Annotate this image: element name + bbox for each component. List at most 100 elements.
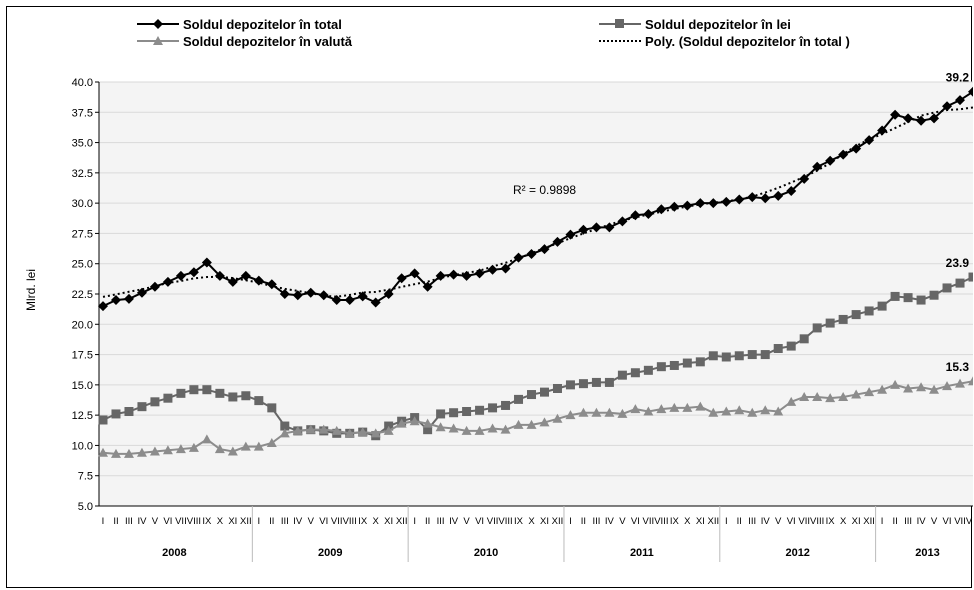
y-axis-title: Mlrd. lei <box>24 269 38 311</box>
triangle-marker <box>552 413 563 423</box>
diamond-marker <box>253 275 264 286</box>
diamond-marker <box>669 201 680 212</box>
diamond-marker <box>175 270 186 281</box>
triangle-marker <box>331 425 342 435</box>
diamond-marker <box>201 257 212 268</box>
diamond-marker <box>682 200 693 211</box>
triangle-marker <box>123 448 134 458</box>
x-tick-label: III <box>125 516 133 527</box>
triangle-marker <box>500 424 511 434</box>
triangle-marker <box>955 378 966 388</box>
x-tick-label: VIII <box>187 516 201 527</box>
square-marker <box>514 394 524 404</box>
x-tick-label: IV <box>449 516 459 527</box>
diamond-marker <box>643 209 654 220</box>
diamond-marker <box>773 190 784 201</box>
legend-item-valuta: Soldul depozitelor în valută <box>137 34 353 49</box>
square-marker <box>449 408 459 418</box>
triangle-marker <box>708 407 719 417</box>
x-tick-label: VIII <box>343 516 357 527</box>
x-tick-label: IV <box>293 516 303 527</box>
diamond-marker <box>695 198 706 209</box>
x-tick-label: I <box>881 516 884 527</box>
year-label: 2012 <box>785 547 809 559</box>
diamond-marker <box>487 264 498 275</box>
square-marker <box>202 385 212 395</box>
square-marker <box>124 407 134 417</box>
x-tick-label: I <box>258 516 261 527</box>
square-marker <box>241 391 251 401</box>
legend-label-valuta: Soldul depozitelor în valută <box>183 34 353 49</box>
triangle-marker <box>110 448 121 458</box>
triangle-marker <box>851 389 862 399</box>
triangle-marker <box>383 425 394 435</box>
square-marker <box>734 351 744 361</box>
triangle-marker <box>890 379 901 389</box>
x-tick-label: VI <box>475 516 484 527</box>
diamond-marker <box>435 270 446 281</box>
x-tick-label: X <box>373 516 380 527</box>
square-marker <box>215 388 225 398</box>
x-tick-label: IV <box>917 516 927 527</box>
legend-label-poly: Poly. (Soldul depozitelor în total ) <box>645 34 850 49</box>
x-tick-label: II <box>269 516 274 527</box>
diamond-marker <box>448 269 459 280</box>
x-tick-label: IV <box>761 516 771 527</box>
x-tick-label: XII <box>707 516 719 527</box>
square-marker <box>916 295 926 305</box>
square-marker <box>150 397 160 407</box>
triangle-marker <box>786 396 797 406</box>
legend-item-poly: Poly. (Soldul depozitelor în total ) <box>599 34 850 49</box>
triangle-marker <box>227 446 238 456</box>
x-tick-label: VIII <box>810 516 824 527</box>
square-marker <box>267 403 277 413</box>
diamond-marker <box>539 244 550 255</box>
diamond-marker <box>227 276 238 287</box>
diamond-marker <box>383 289 394 299</box>
legend-item-lei: Soldul depozitelor în lei <box>599 17 791 32</box>
x-tick-label: IX <box>514 516 524 527</box>
diamond-marker <box>578 224 589 235</box>
triangle-marker <box>461 425 472 435</box>
diamond-marker <box>331 295 342 306</box>
triangle-marker <box>201 434 212 444</box>
square-marker <box>617 370 627 380</box>
square-marker <box>423 425 433 435</box>
triangle-marker <box>292 425 303 435</box>
square-marker <box>656 362 666 372</box>
x-tick-label: VII <box>643 516 655 527</box>
triangle-marker <box>513 419 524 429</box>
diamond-marker <box>903 113 914 124</box>
square-marker <box>864 306 874 316</box>
x-tick-label: III <box>437 516 445 527</box>
x-tick-label: V <box>463 516 470 527</box>
triangle-marker <box>942 381 953 391</box>
square-marker <box>254 396 264 406</box>
triangle-marker <box>487 423 498 433</box>
y-tick-label: 7.5 <box>78 471 93 483</box>
diamond-marker <box>825 155 836 166</box>
square-marker <box>189 385 199 395</box>
triangle-marker <box>747 407 758 417</box>
diamond-marker <box>422 281 433 292</box>
triangle-marker <box>422 418 433 428</box>
triangle-marker <box>565 410 576 420</box>
x-tick-label: III <box>281 516 289 527</box>
square-marker <box>942 283 952 293</box>
square-marker <box>436 409 446 419</box>
diamond-marker <box>760 193 771 204</box>
legend: Soldul depozitelor în total Soldul depoz… <box>137 17 850 49</box>
diamond-marker <box>734 194 745 205</box>
triangle-marker <box>799 391 810 401</box>
square-marker <box>462 407 472 417</box>
triangle-marker <box>929 384 940 394</box>
x-tick-label: XI <box>384 516 393 527</box>
x-tick-label: XI <box>228 516 237 527</box>
end-value-label: 15.3 <box>946 360 970 374</box>
triangle-marker <box>98 447 108 457</box>
r-squared-label: R² = 0.9898 <box>513 183 576 197</box>
diamond-marker <box>110 295 121 306</box>
diamond-marker <box>474 268 485 279</box>
square-marker <box>630 368 640 378</box>
triangle-marker <box>838 391 849 401</box>
